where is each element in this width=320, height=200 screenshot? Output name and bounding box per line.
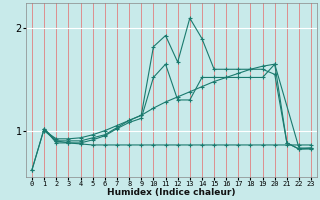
X-axis label: Humidex (Indice chaleur): Humidex (Indice chaleur) [107,188,236,197]
